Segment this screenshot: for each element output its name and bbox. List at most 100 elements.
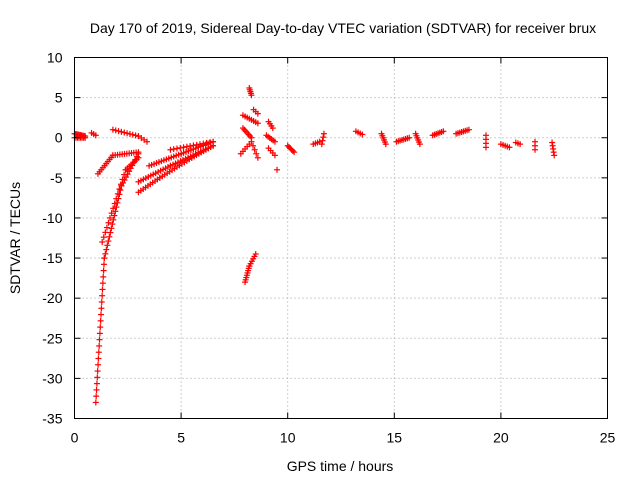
data-point (143, 138, 150, 145)
data-point (406, 134, 413, 141)
data-point (107, 229, 114, 236)
x-tick-label: 20 (493, 430, 509, 446)
data-point (99, 292, 106, 299)
x-tick-label: 10 (280, 430, 296, 446)
data-point (210, 138, 217, 145)
data-point (94, 368, 101, 375)
data-point (102, 250, 109, 257)
data-point (106, 233, 113, 240)
data-point (113, 195, 120, 202)
data-point (108, 210, 115, 217)
grid-layer (74, 57, 608, 419)
data-point (100, 234, 107, 241)
data-point (121, 171, 128, 178)
data-point (96, 336, 103, 343)
data-point (440, 128, 447, 135)
data-point (95, 349, 102, 356)
data-point (93, 380, 100, 387)
data-point (254, 110, 261, 117)
data-point (532, 146, 539, 153)
data-point (253, 150, 260, 157)
data-point (109, 221, 116, 228)
x-tick-label: 5 (177, 430, 185, 446)
data-point (114, 190, 121, 197)
data-point (100, 267, 107, 274)
data-point (203, 139, 210, 146)
data-point (108, 225, 115, 232)
tick-marks (74, 57, 608, 419)
data-point (382, 141, 389, 148)
data-point (121, 129, 128, 136)
data-point (482, 144, 489, 151)
data-point (92, 132, 99, 139)
data-point (187, 143, 194, 150)
data-point (98, 311, 105, 318)
data-point (320, 130, 327, 137)
data-point (132, 132, 139, 139)
data-point (110, 216, 117, 223)
data-point (95, 355, 102, 362)
data-point (190, 142, 197, 149)
data-point (101, 255, 108, 262)
data-point (96, 330, 103, 337)
data-point (196, 141, 203, 148)
data-point (103, 246, 110, 253)
data-point (193, 141, 200, 148)
data-point (93, 393, 100, 400)
data-point (250, 142, 257, 149)
scatter-series (71, 84, 558, 406)
data-point (177, 144, 184, 151)
y-tick-label: -5 (50, 170, 63, 186)
data-point (291, 149, 298, 156)
data-point (248, 92, 255, 99)
data-point (93, 386, 100, 393)
y-tick-labels: 10 5 0 -5 -10 -15 -20 -25 -30 -35 (42, 50, 62, 427)
data-point (135, 154, 142, 161)
data-point (117, 187, 124, 194)
data-point (109, 126, 116, 133)
x-tick-label: 25 (600, 430, 616, 446)
data-point (117, 181, 124, 188)
data-point (99, 286, 106, 293)
y-tick-label: 10 (47, 50, 63, 66)
data-point (105, 238, 112, 245)
data-point (105, 219, 112, 226)
data-point (180, 144, 187, 151)
data-point (99, 239, 106, 246)
y-tick-label: -25 (42, 330, 62, 346)
data-point (465, 126, 472, 133)
data-point (92, 399, 99, 406)
data-point (319, 137, 326, 144)
y-tick-label: -20 (42, 290, 62, 306)
data-point (251, 146, 258, 153)
data-point (115, 128, 122, 135)
data-point (271, 138, 278, 145)
data-point (100, 273, 107, 280)
data-point (82, 134, 89, 141)
data-point (170, 146, 177, 153)
data-point (114, 199, 121, 206)
data-point (99, 280, 106, 287)
x-tick-label: 15 (387, 430, 403, 446)
data-point (104, 242, 111, 249)
data-point (167, 146, 174, 153)
data-point (551, 152, 558, 159)
data-point (113, 204, 120, 211)
data-point (119, 176, 126, 183)
data-point (248, 138, 255, 145)
data-point (102, 229, 109, 236)
data-point (107, 214, 114, 221)
data-point (110, 205, 117, 212)
data-point (206, 139, 213, 146)
data-point (112, 127, 119, 134)
y-tick-label: -15 (42, 250, 62, 266)
data-point (183, 143, 190, 150)
data-point (254, 120, 261, 127)
data-point (135, 149, 142, 156)
data-point (103, 224, 110, 231)
data-point (94, 374, 101, 381)
y-tick-label: -35 (42, 411, 62, 427)
data-point (517, 141, 524, 148)
x-tick-label: 0 (71, 430, 79, 446)
